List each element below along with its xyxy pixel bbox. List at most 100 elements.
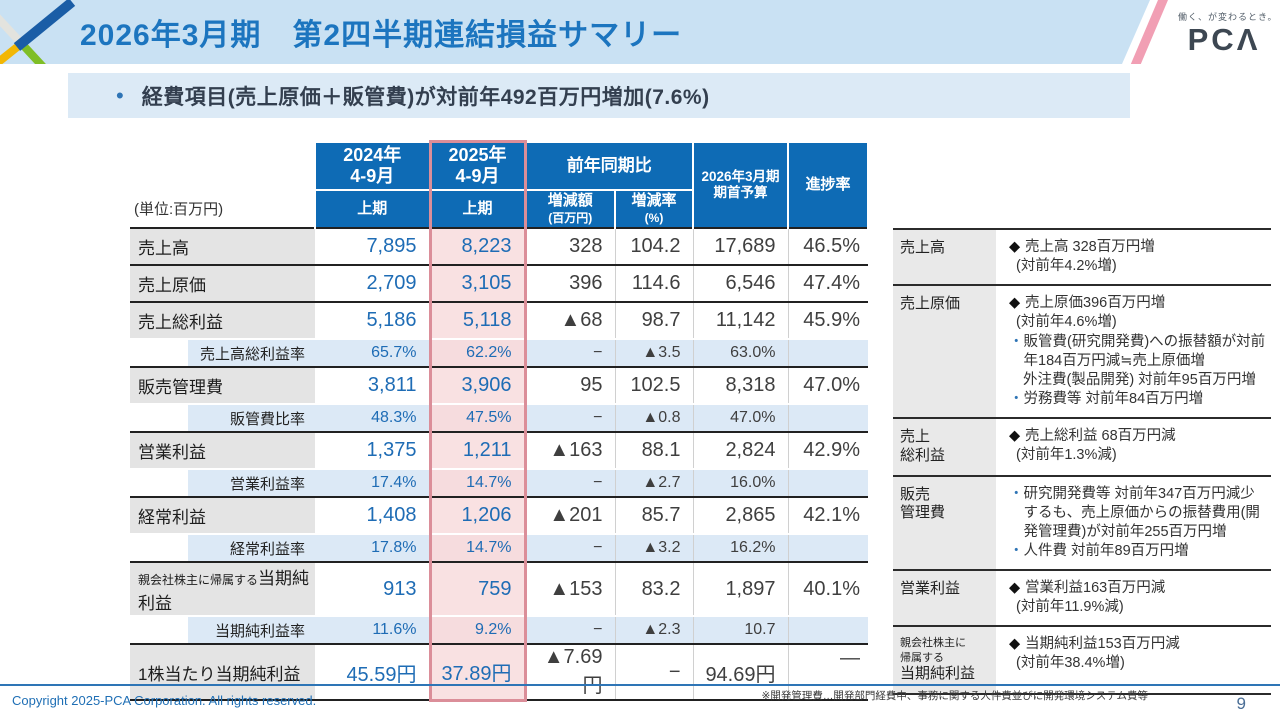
col-subheader-2025-h1: 上期 (428, 188, 527, 228)
value-budget: 94.69円 (692, 643, 788, 701)
value-progress: 40.1% (787, 561, 868, 616)
page-number: 9 (1236, 694, 1246, 713)
value-budget: 10.7 (692, 615, 788, 644)
value-2024: 1,408 (315, 496, 430, 534)
pca-brand-text: PCΛ (1187, 22, 1261, 57)
value-progress: 45.9% (787, 301, 868, 339)
value-2025: 47.5% (428, 403, 527, 432)
value-2024: 45.59円 (315, 643, 430, 701)
col-header-budget: 2026年3月期 期首予算 (692, 140, 789, 228)
col-header-2024: 2024年 4-9月 (314, 140, 431, 190)
value-progress: 42.1% (787, 496, 868, 534)
table-row: 営業利益 1,375 1,211 ▲163 88.1 2,824 42.9% (130, 431, 868, 469)
value-2025: 9.2% (428, 615, 527, 644)
value-2025: 3,906 (428, 366, 527, 404)
commentary-content: ◆ 売上総利益 68百万円減 (対前年1.3%減) (996, 419, 1271, 475)
value-diff: ▲153 (524, 561, 615, 616)
value-2025: 14.7% (428, 533, 527, 562)
value-budget: 1,897 (692, 561, 788, 616)
value-rate: 104.2 (614, 227, 693, 265)
value-rate: ▲3.5 (614, 338, 693, 367)
commentary-content: ◆ 当期純利益153百万円減 (対前年38.4%増) (996, 627, 1271, 692)
value-2024: 11.6% (315, 615, 430, 644)
value-rate: ▲2.7 (614, 468, 693, 497)
value-progress (787, 533, 868, 562)
commentary-line: (対前年11.9%減) (1016, 599, 1124, 616)
value-rate: 114.6 (614, 264, 693, 302)
value-progress: 47.0% (787, 366, 868, 404)
row-label: 販管費比率 (130, 403, 315, 432)
value-budget: 47.0% (692, 403, 788, 432)
value-budget: 16.0% (692, 468, 788, 497)
value-2024: 2,709 (315, 264, 430, 302)
commentary-line: ・研究開発費等 対前年347百万円減少するも、売上原価からの振替費用(開発管理費… (1009, 485, 1269, 542)
value-2024: 7,895 (315, 227, 430, 265)
commentary-line: (対前年38.4%増) (1016, 655, 1125, 672)
table-row: 売上総利益 5,186 5,118 ▲68 98.7 11,142 45.9% (130, 301, 868, 339)
value-2024: 17.8% (315, 533, 430, 562)
value-diff: ▲7.69円 (524, 643, 615, 701)
value-rate: 83.2 (614, 561, 693, 616)
value-diff: ▲201 (524, 496, 615, 534)
row-label: 経常利益 (130, 496, 315, 534)
commentary-line: 外注費(製品開発) 対前年95百万円増 (1023, 371, 1256, 388)
commentary-line: ・労務費等 対前年84百万円増 (1009, 390, 1269, 409)
col-header-yoy: 前年同期比 (524, 140, 694, 190)
commentary-table: 売上高 ◆ 売上高 328百万円増 (対前年4.2%増) 売上原価 ◆ 売上原価396百万円… (893, 228, 1271, 695)
value-budget: 16.2% (692, 533, 788, 562)
col-subheader-2024-h1: 上期 (314, 188, 431, 228)
diamond-icon: ◆ (1009, 239, 1021, 255)
value-progress: 47.4% (787, 264, 868, 302)
key-message-text: 経費項目(売上原価＋販管費)が対前年492百万円増加(7.6%) (141, 85, 710, 109)
dot-bullet-icon: ・ (1009, 542, 1024, 559)
commentary-label: 売上 総利益 (893, 419, 996, 475)
table-row: 売上高総利益率 65.7% 62.2% − ▲3.5 63.0% (130, 338, 868, 367)
diamond-icon: ◆ (1009, 428, 1021, 444)
value-progress: 46.5% (787, 227, 868, 265)
value-budget: 6,546 (692, 264, 788, 302)
dot-bullet-icon: ・ (1009, 333, 1024, 350)
commentary-line: ◆ 売上原価396百万円増 (1009, 294, 1269, 313)
footnote: ※開発管理費…開発部門経費中、事務に関する人件費並びに開発環境システム費等 (761, 690, 1148, 702)
commentary-label: 売上高 (893, 230, 996, 285)
value-2024: 5,186 (315, 301, 430, 339)
copyright: Copyright 2025-PCA Corporation. All righ… (12, 693, 317, 708)
value-2024: 17.4% (315, 468, 430, 497)
commentary-label: 販売 管理費 (893, 476, 996, 569)
value-rate: 102.5 (614, 366, 693, 404)
diamond-icon: ◆ (1009, 295, 1021, 312)
table-row: 親会社株主に帰属する当期純利益 913 759 ▲153 83.2 1,897 40.1% (130, 561, 868, 616)
diamond-icon: ◆ (1009, 636, 1021, 653)
value-budget: 2,824 (692, 431, 788, 469)
row-label: 売上高 (130, 227, 315, 265)
value-2024: 3,811 (315, 366, 430, 404)
table-row: 営業利益率 17.4% 14.7% − ▲2.7 16.0% (130, 468, 868, 497)
table-row: 売上原価 2,709 3,105 396 114.6 6,546 47.4% (130, 264, 868, 302)
value-2025: 8,223 (428, 227, 527, 265)
commentary-line: ◆ 売上高 328百万円増 (1009, 238, 1269, 257)
commentary-content: ◆ 営業利益163百万円減 (対前年11.9%減) (996, 571, 1271, 625)
value-diff: − (524, 338, 615, 367)
value-diff: − (524, 615, 615, 644)
commentary-label: 営業利益 (893, 571, 996, 626)
key-message: • 経費項目(売上原価＋販管費)が対前年492百万円増加(7.6%) (68, 73, 1130, 118)
value-progress (787, 468, 868, 497)
table-row: 経常利益率 17.8% 14.7% − ▲3.2 16.2% (130, 533, 868, 562)
bullet-icon: • (116, 82, 124, 108)
pl-summary-table: (単位:百万円) 2024年 4-9月 2025年 4-9月 前年同期比 202… (130, 140, 869, 702)
pca-tagline: 働く、が変わるとき。 (1178, 12, 1278, 22)
commentary-row: 親会社株主に 帰属する 当期純利益 ◆ 当期純利益153百万円減 (対前年38.4%増) (893, 625, 1271, 695)
commentary-row: 売上 総利益 ◆ 売上総利益 68百万円減 (対前年1.3%減) (893, 417, 1271, 475)
value-diff: ▲163 (524, 431, 615, 469)
commentary-line: ◆ 営業利益163百万円減 (1009, 579, 1269, 598)
row-label: 親会社株主に帰属する当期純利益 (130, 561, 315, 616)
commentary-content: ◆ 売上原価396百万円増 (対前年4.6%増) ・販管費(研究開発費)への振替額が対… (996, 286, 1271, 417)
pca-logo: 働く、が変わるとき。 PCΛ (1178, 10, 1278, 57)
value-2025: 5,118 (428, 301, 527, 339)
value-diff: − (524, 403, 615, 432)
value-2025: 14.7% (428, 468, 527, 497)
table-row: 1株当たり当期純利益 45.59円 37.89円 ▲7.69円 −94.69円 — (130, 643, 868, 702)
value-diff: 95 (524, 366, 615, 404)
table-row: 経常利益 1,408 1,206 ▲201 85.7 2,865 42.1% (130, 496, 868, 534)
value-rate: ▲3.2 (614, 533, 693, 562)
